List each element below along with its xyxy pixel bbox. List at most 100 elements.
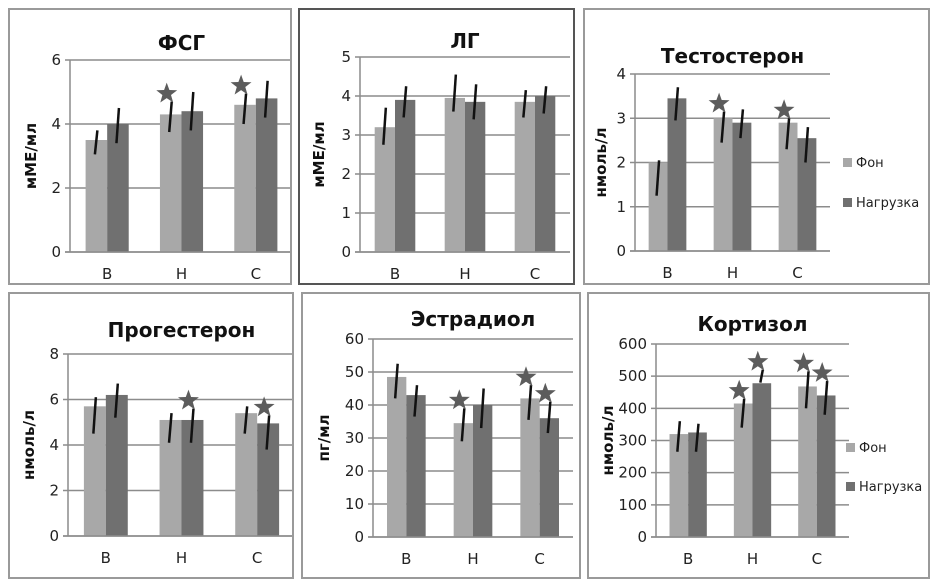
chart-panel-1: ФСГ 0 2 4 6 мМЕ/мл В Н С: [8, 8, 292, 285]
y-tick-label: 2: [51, 179, 61, 197]
x-tick-label: Н: [176, 265, 187, 283]
y-tick-label: 3: [341, 126, 351, 144]
chart-panel-6: Кортизол 0 100 200 300 400 500 600 нмоль/л В Н С Фон…: [587, 292, 930, 579]
significance-star-icon: [708, 92, 730, 113]
error-bar: [527, 385, 533, 420]
bar-fon: [669, 434, 689, 537]
error-bar: [167, 101, 173, 133]
chart-svg: ЛГ 0 1 2 3 4 5 мМЕ/мл В Н С: [310, 29, 570, 283]
y-tick-label: 20: [345, 462, 364, 480]
bar-fon: [387, 376, 407, 537]
bar-nagruzka: [539, 418, 559, 537]
error-bar: [243, 406, 249, 434]
y-tick-label: 2: [616, 154, 626, 172]
chart-panel-3: Тестостерон 0 1 2 3 4 нмоль/л В Н С Фон Нагрузка: [583, 8, 930, 285]
chart-title: Тестостерон: [661, 44, 804, 68]
error-bar: [92, 397, 98, 434]
legend-label: Нагрузка: [859, 480, 922, 495]
y-tick-label: 50: [345, 363, 364, 381]
error-bar: [265, 415, 271, 450]
y-tick-label: 0: [637, 528, 647, 546]
error-bar: [93, 130, 99, 155]
legend-swatch-nagruzka: [846, 482, 855, 491]
bar-fon: [798, 386, 817, 537]
x-tick-label: С: [534, 550, 544, 568]
error-bar: [115, 107, 121, 144]
bar-nagruzka: [406, 395, 426, 537]
y-axis-label: нмоль/л: [599, 406, 617, 476]
x-tick-label: В: [662, 264, 672, 282]
significance-star-icon: [253, 396, 275, 417]
legend-swatch-fon: [843, 158, 852, 167]
bar-fon: [733, 403, 753, 537]
error-bar: [720, 111, 726, 143]
y-tick-label: 8: [49, 345, 59, 363]
chart-title: ЛГ: [450, 29, 480, 53]
y-tick-label: 300: [618, 432, 647, 450]
x-tick-label: С: [252, 549, 262, 567]
legend-swatch-fon: [846, 443, 855, 452]
chart-panel-4: Прогестерон 0 2 4 6 8 нмоль/л В Н С: [8, 292, 294, 579]
error-bar: [472, 84, 478, 120]
bar-nagruzka: [255, 98, 278, 253]
y-tick-label: 40: [345, 396, 364, 414]
error-bar: [804, 127, 810, 163]
x-tick-label: С: [530, 265, 540, 283]
bar-nagruzka: [105, 394, 128, 536]
significance-star-icon: [156, 82, 178, 103]
bar-fon: [235, 413, 258, 536]
x-tick-label: В: [401, 550, 411, 568]
bar-fon: [713, 118, 733, 251]
error-bar: [393, 363, 399, 399]
error-bar: [655, 160, 661, 196]
significance-star-icon: [448, 389, 470, 410]
legend-label: Фон: [856, 156, 884, 171]
bar-nagruzka: [816, 395, 836, 537]
bar-fon: [648, 162, 668, 251]
x-tick-label: С: [812, 550, 822, 568]
chart-svg: Тестостерон 0 1 2 3 4 нмоль/л В Н С Фон Нагрузка: [592, 44, 919, 282]
error-bar: [676, 421, 682, 452]
y-tick-label: 0: [616, 242, 626, 260]
chart-title: Прогестерон: [108, 318, 256, 342]
chart-panel-5: Эстрадиол 0 10 20 30 40 50 60 пг/мл В Н С: [301, 292, 581, 579]
error-bar: [189, 91, 195, 131]
y-tick-label: 4: [616, 65, 626, 83]
bar-fon: [374, 127, 395, 252]
error-bar: [823, 380, 829, 415]
bar-nagruzka: [535, 96, 556, 252]
bar-nagruzka: [688, 432, 707, 537]
chart-svg: ФСГ 0 2 4 6 мМЕ/мл В Н С: [22, 31, 290, 283]
error-bar: [804, 371, 810, 409]
y-tick-label: 0: [341, 243, 351, 261]
error-bar: [263, 80, 269, 118]
bar-fon: [234, 104, 256, 252]
legend-label: Нагрузка: [856, 196, 919, 211]
y-axis-label: нмоль/л: [20, 410, 38, 480]
y-tick-label: 0: [354, 528, 364, 546]
chart-title: ФСГ: [158, 31, 206, 55]
legend-label: Фон: [859, 441, 887, 456]
y-tick-label: 4: [51, 115, 61, 133]
significance-star-icon: [747, 350, 769, 371]
error-bar: [479, 388, 485, 429]
x-tick-label: В: [102, 265, 112, 283]
x-tick-label: В: [390, 265, 400, 283]
bar-fon: [514, 101, 535, 252]
y-tick-label: 10: [345, 495, 364, 513]
y-tick-label: 2: [49, 482, 59, 500]
x-tick-label: С: [251, 265, 261, 283]
y-tick-label: 60: [345, 330, 364, 348]
error-bar: [452, 74, 458, 112]
error-bar: [740, 398, 746, 428]
bar-fon: [85, 140, 108, 252]
bar-nagruzka: [257, 423, 280, 536]
error-bar: [189, 408, 195, 443]
significance-star-icon: [230, 74, 252, 95]
bar-nagruzka: [797, 138, 817, 251]
bar-nagruzka: [667, 98, 687, 252]
y-tick-label: 0: [51, 243, 61, 261]
x-tick-label: В: [683, 550, 693, 568]
y-axis-label: мМЕ/мл: [310, 121, 328, 187]
chart-svg: Прогестерон 0 2 4 6 8 нмоль/л В Н С: [20, 318, 292, 567]
